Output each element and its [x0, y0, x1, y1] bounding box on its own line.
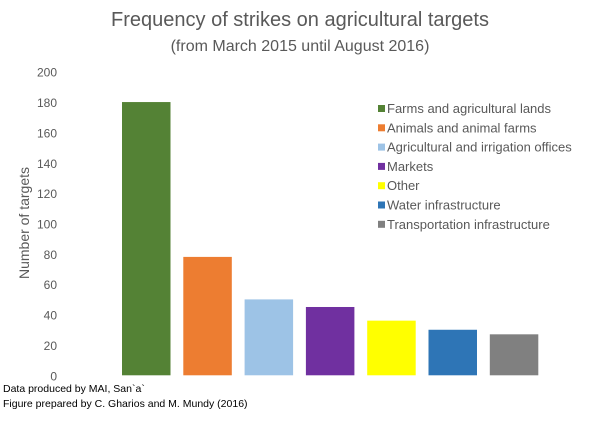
- legend-entry: Agricultural and irrigation offices: [387, 140, 572, 155]
- y-tick-label: 60: [44, 278, 58, 292]
- y-axis-label: Number of targets: [16, 167, 32, 279]
- legend-swatch: [378, 182, 385, 190]
- legend-swatch: [378, 124, 385, 132]
- y-tick-label: 40: [44, 309, 58, 323]
- legend-entry: Other: [387, 178, 420, 193]
- y-tick-label: 120: [37, 187, 57, 201]
- legend-swatch: [378, 143, 385, 151]
- bar-5: [367, 320, 416, 376]
- legend-swatch: [378, 105, 385, 112]
- legend-entry: Farms and agricultural lands: [387, 101, 552, 116]
- bar-1: [122, 102, 171, 376]
- y-tick-label: 160: [37, 126, 57, 140]
- bar-7: [489, 334, 539, 376]
- figure-credit-note: Figure prepared by C. Gharios and M. Mun…: [3, 398, 248, 410]
- legend-swatch: [378, 162, 385, 170]
- y-tick-label: 100: [37, 218, 57, 232]
- legend-entry: Markets: [387, 159, 434, 174]
- y-tick-label: 0: [50, 369, 57, 383]
- y-tick-label: 180: [37, 96, 57, 110]
- y-tick-label: 200: [37, 66, 57, 80]
- legend-entry: Water infrastructure: [387, 198, 501, 213]
- bar-3: [244, 299, 294, 376]
- data-source-note: Data produced by MAI, San`a`: [3, 383, 145, 395]
- y-tick-label: 140: [37, 157, 57, 171]
- y-tick-label: 80: [44, 248, 58, 262]
- legend-entry: Transportation infrastructure: [387, 217, 550, 232]
- chart-title: Frequency of strikes on agricultural tar…: [111, 9, 489, 31]
- y-tick-label: 20: [44, 339, 58, 353]
- bar-2: [183, 256, 232, 376]
- legend-swatch: [378, 220, 385, 228]
- chart-subtitle: (from March 2015 until August 2016): [171, 38, 430, 55]
- bar-6: [428, 329, 477, 376]
- legend-swatch: [378, 201, 385, 209]
- legend-entry: Animals and animal farms: [387, 120, 537, 135]
- bar-4: [305, 306, 355, 376]
